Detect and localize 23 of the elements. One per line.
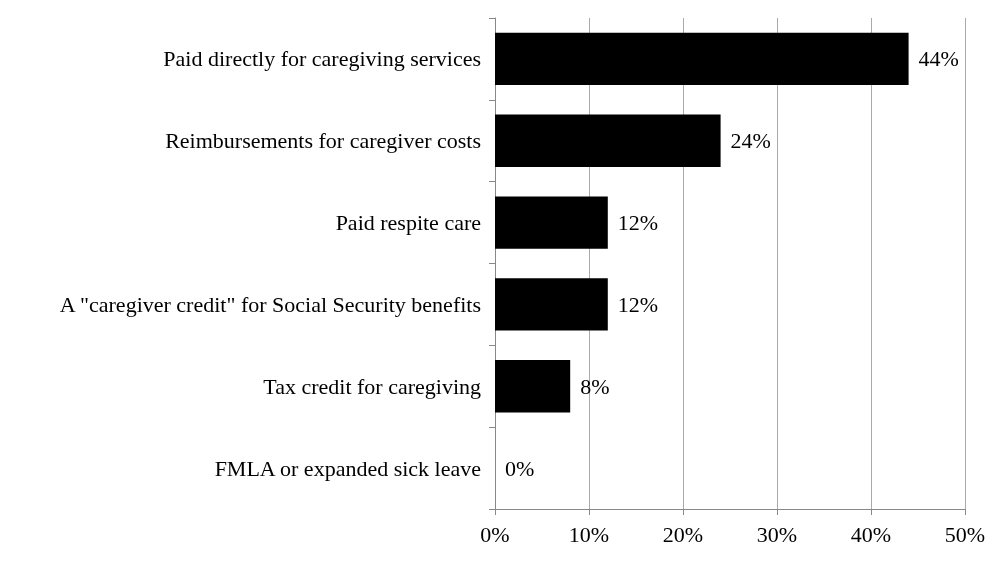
- y-tick-label: Tax credit for caregiving: [263, 373, 481, 399]
- y-tick-label: Paid directly for caregiving services: [163, 46, 481, 72]
- y-tick-label: Paid respite care: [335, 210, 481, 236]
- bar: [495, 196, 608, 249]
- y-tick-label: FMLA or expanded sick leave: [214, 455, 481, 481]
- data-label: 12%: [617, 291, 659, 317]
- data-label: 24%: [730, 128, 771, 154]
- data-label: 8%: [580, 373, 610, 399]
- y-tick-label: A "caregiver credit" for Social Security benefits: [59, 291, 481, 317]
- data-label: 0%: [505, 455, 535, 481]
- x-tick-label: 40%: [850, 521, 892, 547]
- y-tick-label: Reimbursements for caregiver costs: [165, 128, 481, 154]
- x-tick-label: 0%: [480, 521, 510, 547]
- x-tick-label: 30%: [756, 521, 798, 547]
- bar: [495, 32, 909, 86]
- data-label: 44%: [918, 46, 959, 72]
- bar: [495, 114, 721, 167]
- data-label: 12%: [617, 210, 659, 236]
- x-tick-label: 20%: [662, 521, 704, 547]
- bar: [495, 360, 571, 413]
- bar: [495, 278, 608, 331]
- x-tick-label: 10%: [568, 521, 610, 547]
- x-tick-label: 50%: [944, 521, 986, 547]
